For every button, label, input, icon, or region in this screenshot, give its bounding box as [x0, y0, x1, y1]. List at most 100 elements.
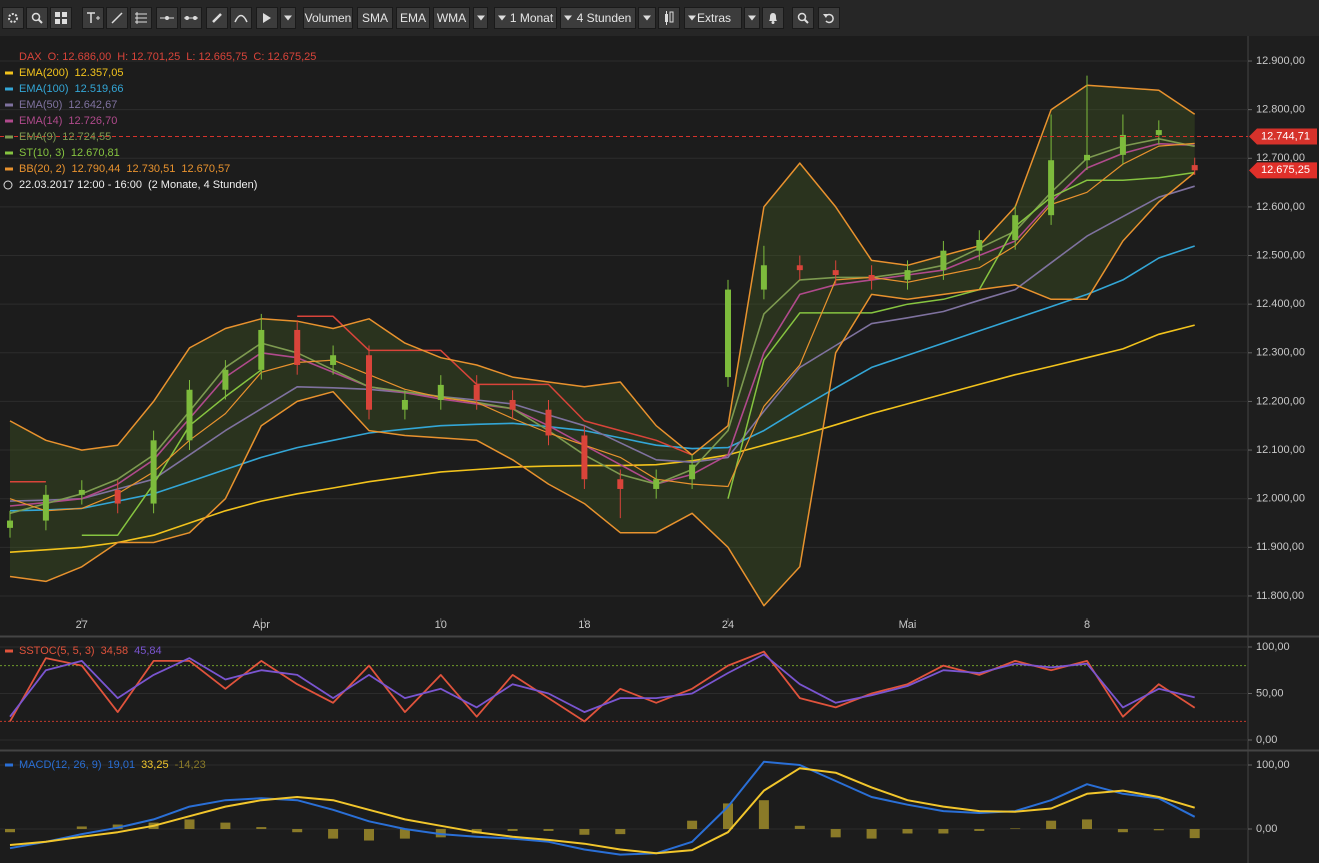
band-area: [10, 85, 1195, 606]
dropdown-arrow[interactable]: [684, 7, 698, 29]
legend-text: EMA(50): [19, 99, 62, 111]
candle-body: [545, 409, 552, 436]
legend-text: EMA(200): [19, 67, 69, 79]
alert-button[interactable]: [762, 7, 784, 29]
chart-type-button[interactable]: [658, 7, 680, 29]
range-button[interactable]: 1 Monat: [507, 7, 557, 29]
ema-line: [9, 185, 1195, 502]
y-tick-label: 12.900,00: [1256, 55, 1305, 67]
x-tick-label: Mai: [899, 619, 917, 631]
zoom-button[interactable]: [792, 7, 814, 29]
histogram-bar: [723, 803, 733, 830]
histogram-bar: [184, 819, 195, 830]
histogram-bar: [1189, 829, 1200, 839]
candle-body: [401, 399, 408, 410]
y-tick-label: 12.100,00: [1256, 444, 1305, 456]
candle-body: [1119, 134, 1126, 155]
supertrend-line: [81, 369, 262, 536]
extras-button[interactable]: Extras: [697, 7, 742, 29]
histogram-bar: [256, 827, 267, 830]
ema-line: [9, 324, 1195, 553]
legend-text: EMA(100): [19, 83, 69, 95]
toolbar: Volumen SMA EMA WMA 1 Monat 4 Stunden Ex…: [0, 0, 1319, 37]
y-tick-label: 12.800,00: [1256, 104, 1305, 116]
layout-button[interactable]: [50, 7, 72, 29]
band-lower: [9, 172, 1196, 607]
legend-swatch: [5, 649, 13, 653]
dropdown-arrow[interactable]: [560, 7, 574, 29]
price-tag: [1249, 128, 1317, 145]
dropdown-button[interactable]: [638, 7, 656, 29]
pointer-tool-button[interactable]: [256, 7, 278, 29]
ema-button[interactable]: EMA: [396, 7, 430, 29]
candle-body: [832, 270, 839, 275]
legend-text: 12.724,55: [62, 131, 111, 143]
y-tick-label: 12.000,00: [1256, 493, 1305, 505]
candle-body: [1012, 215, 1019, 240]
candle-body: [258, 329, 265, 370]
legend-text: 12.726,70: [68, 115, 117, 127]
candle-body: [760, 265, 767, 290]
candle-body: [294, 329, 301, 365]
pencil-tool-button[interactable]: [206, 7, 228, 29]
band-middle: [9, 142, 1195, 512]
candle-body: [114, 489, 121, 504]
legend-text: O: 12.686,00: [48, 51, 112, 63]
curve-tool-button[interactable]: [230, 7, 252, 29]
legend-swatch: [5, 763, 13, 767]
histogram-bar: [758, 800, 769, 830]
y-tick-label: 12.500,00: [1256, 249, 1305, 261]
y-tick-label: 100,00: [1256, 759, 1290, 771]
wma-button[interactable]: WMA: [433, 7, 470, 29]
histogram-bar: [579, 829, 590, 835]
line-tool-button[interactable]: [106, 7, 128, 29]
histogram-bar: [76, 826, 87, 830]
undo-button[interactable]: [818, 7, 840, 29]
legend-text: EMA(14): [19, 115, 62, 127]
candle-body: [186, 389, 193, 441]
plot-background: [0, 36, 1248, 863]
candle-body: [437, 384, 444, 400]
supertrend-line: [727, 171, 1195, 499]
histogram-bar: [1046, 820, 1057, 830]
histogram-bar: [292, 829, 303, 833]
candle-body: [868, 274, 875, 280]
histogram-bar: [938, 829, 949, 834]
histogram-bar: [830, 829, 841, 838]
y-tick-label: 0,00: [1256, 734, 1277, 746]
legend-text: 12.730,51: [126, 163, 175, 175]
histogram-bar: [866, 829, 877, 839]
price-tag: [1249, 162, 1317, 179]
y-tick-label: 100,00: [1256, 641, 1290, 653]
sma-button[interactable]: SMA: [357, 7, 393, 29]
legend-text: -14,23: [175, 759, 206, 771]
histogram-bar: [1010, 828, 1021, 830]
x-tick-label: 24: [722, 619, 734, 631]
candle-body: [150, 440, 157, 504]
y-tick-label: 11.800,00: [1256, 590, 1304, 602]
chart: 12.900,00 12.800,00 12.700,00 12.600,00 12.5…: [0, 36, 1319, 863]
candle-body: [366, 355, 372, 410]
fibonacci-tool-button[interactable]: [130, 7, 152, 29]
histogram-bar: [5, 829, 15, 833]
band-upper: [9, 84, 1196, 456]
candle-body: [330, 355, 337, 365]
horizontal-line-button[interactable]: [156, 7, 178, 29]
text-tool-button[interactable]: [82, 7, 104, 29]
legend-swatch: [5, 87, 13, 91]
dropdown-button[interactable]: [473, 7, 488, 29]
y-tick-label: 0,00: [1256, 823, 1277, 835]
candle-body: [42, 494, 49, 521]
settings-button[interactable]: [2, 7, 24, 29]
candle-body: [653, 479, 660, 489]
legend-text: 12.519,66: [75, 83, 124, 95]
interval-button[interactable]: 4 Stunden: [573, 7, 636, 29]
search-button[interactable]: [26, 7, 48, 29]
legend-swatch: [5, 167, 13, 171]
histogram-bar: [902, 829, 913, 834]
dropdown-arrow[interactable]: [494, 7, 508, 29]
dropdown-button[interactable]: [280, 7, 296, 29]
segment-tool-button[interactable]: [180, 7, 202, 29]
dropdown-button[interactable]: [744, 7, 760, 29]
volume-button[interactable]: Volumen: [303, 7, 353, 29]
